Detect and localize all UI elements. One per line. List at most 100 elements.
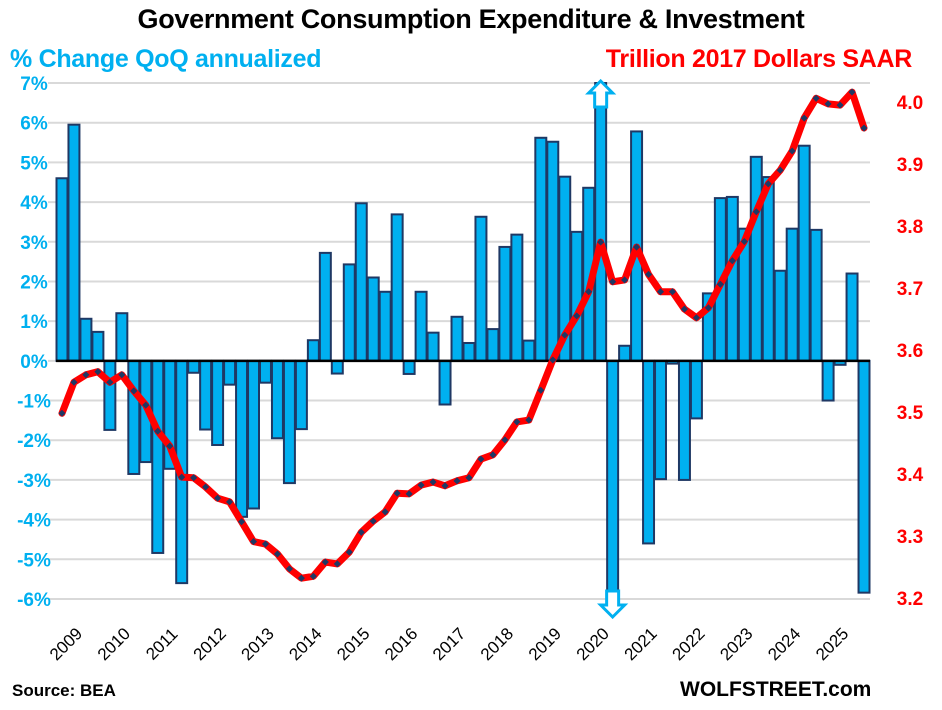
line-marker	[824, 100, 832, 108]
brand-watermark: WOLFSTREET.com	[680, 678, 872, 701]
bar	[127, 359, 141, 475]
line-marker	[465, 474, 473, 482]
bar	[498, 245, 512, 362]
source-note: Source: BEA	[12, 681, 116, 700]
line-marker	[106, 378, 114, 386]
right-axis-ticks: 4.0 3.9 3.8 3.7 3.6 3.5 3.4 3.3 3.2	[897, 93, 924, 610]
x-tick-label: 2012	[190, 624, 230, 664]
left-tick-label: 7%	[20, 74, 48, 95]
bar	[79, 317, 93, 362]
x-tick-label: 2025	[812, 624, 852, 664]
line-marker	[728, 257, 736, 265]
line-marker	[621, 276, 629, 284]
line-marker	[226, 498, 234, 506]
left-tick-label: 5%	[20, 153, 48, 174]
x-tick-label: 2009	[46, 624, 86, 664]
line-marker	[752, 208, 760, 216]
x-tick-label: 2019	[525, 624, 565, 664]
line-marker	[82, 371, 90, 379]
bar	[342, 263, 356, 362]
bar	[809, 228, 823, 362]
bar	[306, 339, 320, 362]
x-tick-label: 2010	[94, 624, 134, 664]
left-tick-label: 1%	[20, 312, 48, 333]
left-tick-label: 6%	[20, 114, 48, 135]
line-marker	[178, 473, 186, 481]
bar	[378, 290, 392, 362]
bar	[390, 213, 404, 362]
line-marker	[776, 166, 784, 174]
right-axis-label: Trillion 2017 Dollars SAAR	[605, 45, 913, 73]
bar	[438, 359, 452, 406]
right-tick-label: 3.9	[897, 155, 923, 176]
bar	[570, 230, 584, 362]
line-marker	[309, 572, 317, 580]
line-marker	[94, 368, 102, 376]
line-marker	[273, 550, 281, 558]
left-tick-label: 3%	[20, 233, 48, 254]
line-marker	[142, 401, 150, 409]
line-marker	[130, 387, 138, 395]
bar	[486, 328, 500, 362]
left-tick-label: 0%	[20, 352, 48, 373]
x-tick-label: 2015	[333, 624, 373, 664]
bar	[282, 359, 296, 485]
line-marker	[154, 427, 162, 435]
left-tick-label: -3%	[17, 471, 51, 492]
clip-arrows	[585, 78, 629, 620]
bar-series	[55, 82, 871, 600]
left-axis-label: % Change QoQ annualized	[10, 45, 322, 73]
line-marker	[70, 378, 78, 386]
line-marker	[238, 518, 246, 526]
line-marker	[656, 288, 665, 296]
line-marker	[680, 305, 688, 313]
line-marker	[537, 386, 545, 394]
left-tick-label: -6%	[17, 590, 51, 611]
bar	[67, 123, 81, 362]
line-marker	[597, 238, 605, 246]
bar	[761, 176, 775, 362]
bar	[414, 290, 428, 362]
left-tick-label: -5%	[17, 550, 51, 571]
line-marker	[321, 558, 329, 566]
bar	[618, 344, 632, 362]
line-marker	[764, 180, 772, 188]
bar	[151, 359, 165, 554]
line-marker	[441, 482, 449, 490]
x-tick-label: 2021	[621, 624, 661, 664]
bar	[725, 195, 739, 362]
line-marker	[716, 280, 724, 288]
left-tick-label: -1%	[17, 392, 51, 413]
line-marker	[513, 418, 521, 426]
right-tick-label: 3.8	[897, 217, 923, 238]
bar	[857, 359, 871, 594]
line-marker	[297, 574, 305, 582]
x-tick-label: 2014	[285, 624, 325, 664]
line-marker	[118, 371, 126, 379]
bar	[749, 155, 763, 362]
bar	[115, 312, 129, 362]
x-tick-label: 2022	[668, 624, 708, 664]
line-marker	[369, 517, 377, 525]
bar	[366, 276, 380, 362]
right-tick-label: 3.7	[897, 279, 923, 300]
x-tick-label: 2024	[764, 624, 804, 664]
line-marker	[848, 88, 856, 96]
bar	[91, 330, 105, 362]
line-marker	[58, 409, 66, 417]
bar	[594, 82, 608, 362]
line-marker	[202, 483, 210, 491]
left-tick-label: 2%	[20, 272, 48, 293]
arrow-down-icon	[597, 589, 629, 620]
line-marker	[525, 416, 533, 424]
left-tick-label: -4%	[17, 511, 51, 532]
line-marker	[453, 477, 461, 485]
bar	[606, 359, 620, 600]
line-series	[58, 88, 868, 582]
bar	[677, 359, 691, 481]
line-marker	[812, 94, 820, 102]
left-tick-label: -2%	[17, 431, 51, 452]
bar	[235, 359, 249, 518]
line-marker	[357, 528, 365, 536]
